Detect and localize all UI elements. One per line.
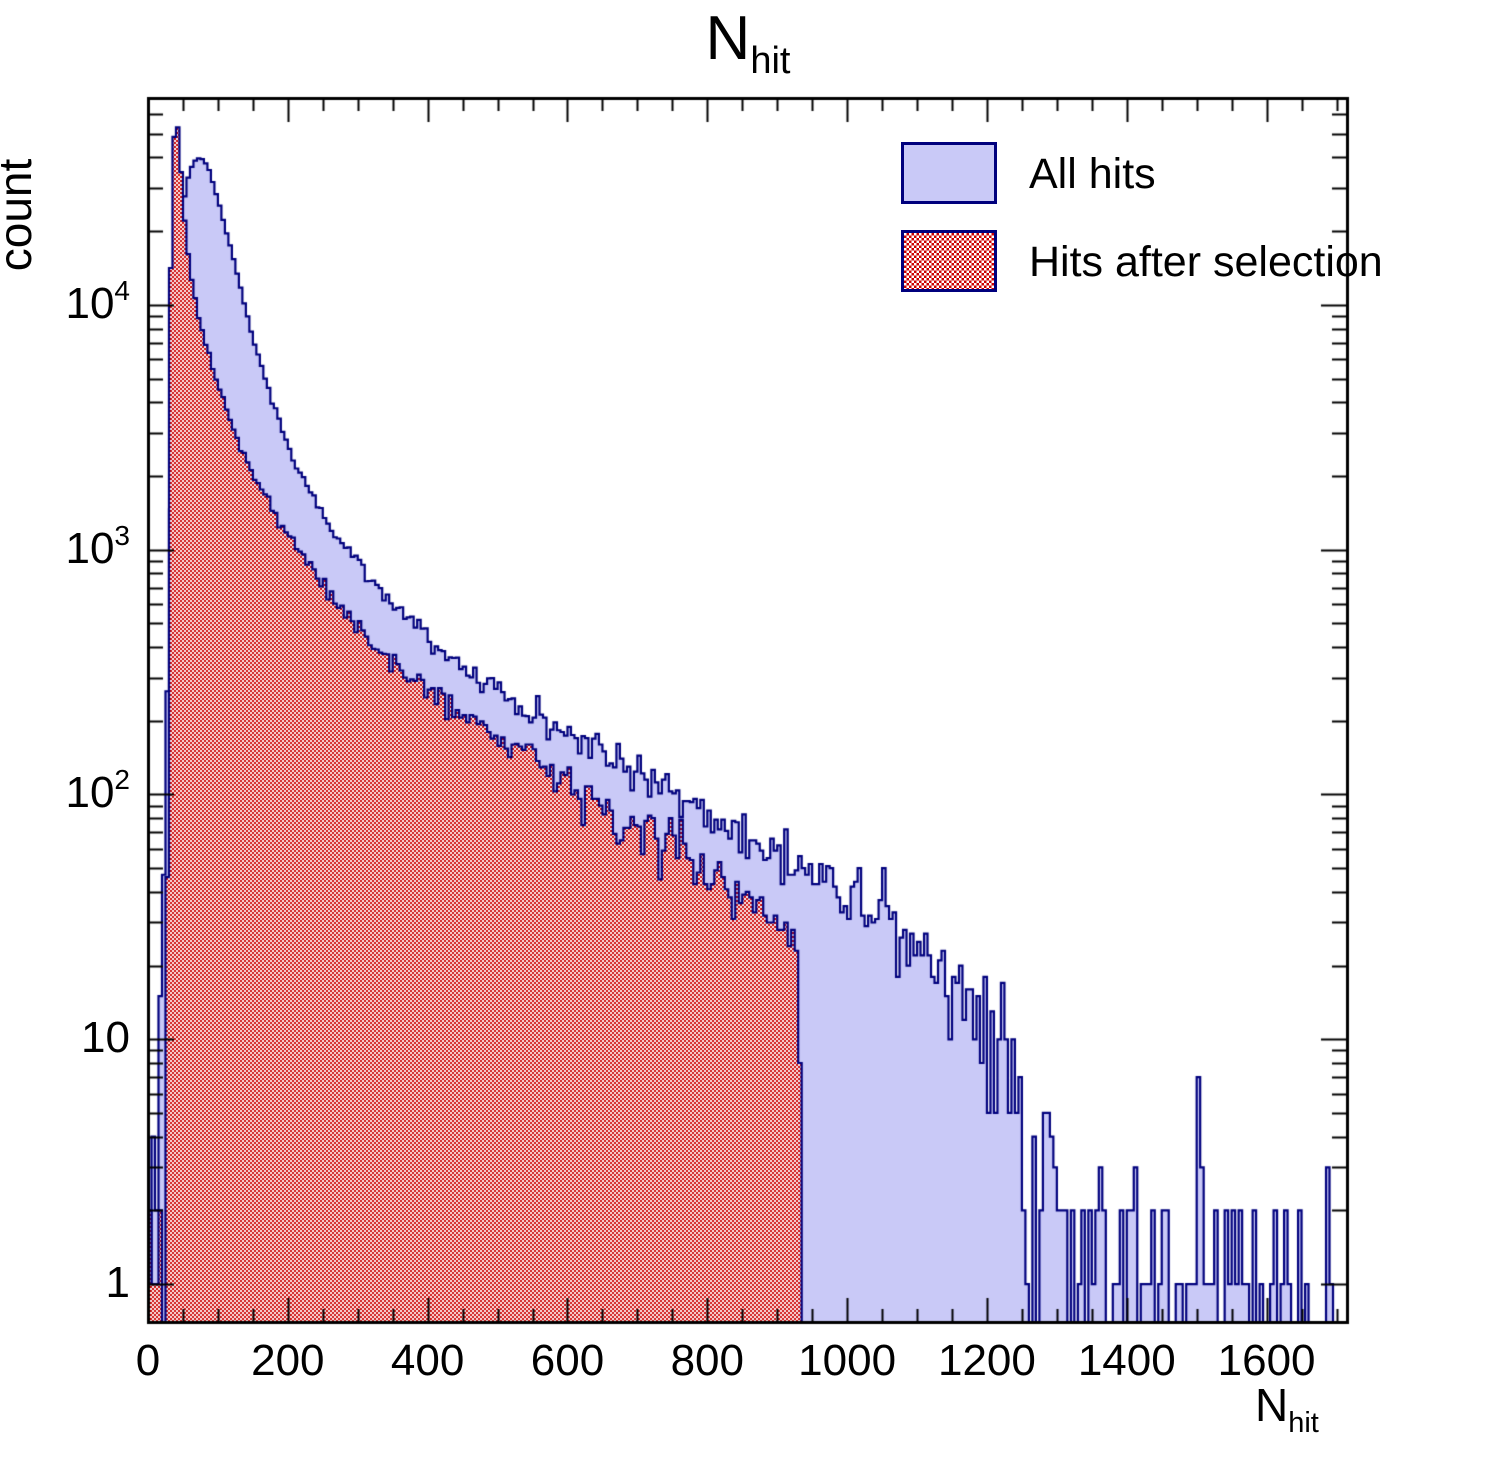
legend-swatch-hits-after-selection (901, 230, 997, 292)
y-tick-mantissa: 10 (65, 768, 115, 818)
legend: All hits Hits after selection (901, 142, 1383, 292)
y-tick-label: 10 (0, 1013, 130, 1063)
y-tick-label: 104 (0, 275, 130, 329)
y-tick-exponent: 3 (114, 519, 130, 551)
legend-label-hits-after-selection: Hits after selection (1029, 238, 1383, 286)
y-tick-exponent: 2 (114, 764, 130, 796)
x-tick-label: 1000 (798, 1336, 897, 1385)
legend-swatch-all-hits (901, 142, 997, 204)
x-axis-title: Nhit (1255, 1379, 1319, 1438)
y-tick-mantissa: 10 (65, 278, 115, 328)
page-title: Nhit (0, 8, 1496, 81)
y-tick-mantissa: 10 (65, 523, 115, 573)
x-tick-label: 1600 (1217, 1336, 1316, 1385)
x-tick-label: 1400 (1077, 1336, 1176, 1385)
plot-title-subscript: hit (750, 40, 791, 82)
y-tick-mantissa: 10 (81, 1013, 130, 1063)
x-tick-label: 0 (135, 1336, 161, 1385)
y-tick-label: 102 (0, 764, 130, 818)
y-tick-label: 1 (0, 1258, 130, 1308)
plot-title-main: N (705, 4, 751, 73)
x-tick-label: 600 (530, 1336, 605, 1385)
x-axis-title-main: N (1255, 1379, 1289, 1431)
x-tick-label: 800 (670, 1336, 744, 1385)
y-tick-label: 103 (0, 520, 130, 574)
x-axis-title-subscript: hit (1288, 1407, 1319, 1439)
x-tick-label: 1200 (937, 1336, 1036, 1385)
y-tick-mantissa: 1 (105, 1258, 130, 1308)
y-tick-exponent: 4 (114, 274, 130, 306)
legend-label-all-hits: All hits (1029, 150, 1156, 198)
x-tick-label: 400 (390, 1336, 465, 1385)
x-tick-label: 200 (251, 1336, 325, 1385)
